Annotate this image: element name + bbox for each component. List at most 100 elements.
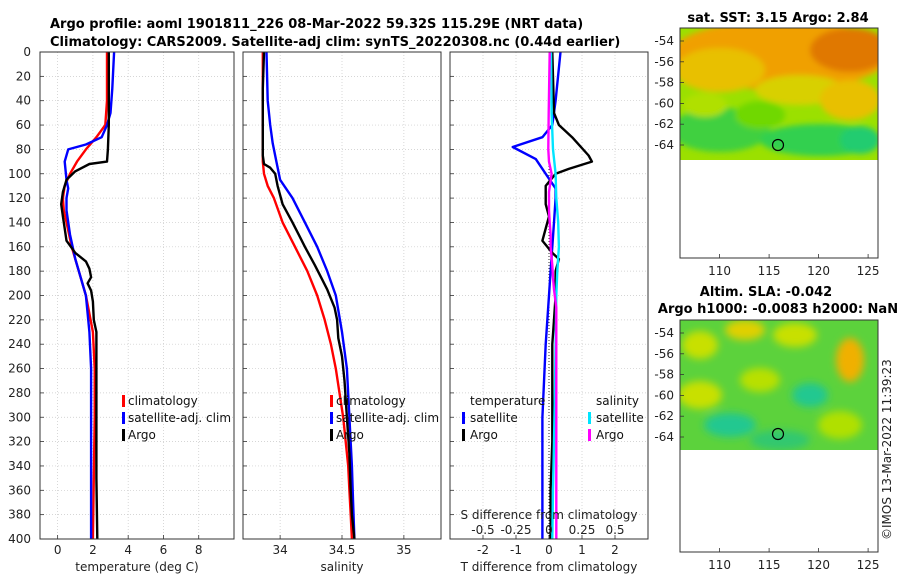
legend-sal-satellite: satellite [596,411,644,425]
map-lat-label: -62 [654,409,674,423]
sla-argo-marker [771,427,785,441]
x-tick-label: 34.5 [329,543,356,557]
map-lon-label: 120 [807,558,830,572]
legend-temp-satellite: satellite [470,411,518,425]
x-tick-label: 1 [578,543,586,557]
temperature-grid [40,51,234,540]
x-tick-label: 6 [160,543,168,557]
difference-frame [449,51,649,540]
temperature-frame [39,51,235,540]
map-lon-label: 110 [708,558,731,572]
salinity-panel: 34 34.5 35 salinity climatology satellite-… [242,51,442,574]
x-top-tick-label: -0.5 [471,523,494,537]
sst-field [680,28,878,160]
map-lon-label: 115 [758,264,781,278]
x-top-tick-label: 0.5 [605,523,624,537]
depth-tick-label: 40 [16,94,31,108]
map-lat-label: -58 [654,76,674,90]
x-tick-label: 0 [545,543,553,557]
x-tick-label: 4 [124,543,132,557]
map-lat-label: -58 [654,368,674,382]
map-lat-label: -64 [654,430,674,444]
temperature-legend: climatology satellite-adj. clim Argo [122,394,231,442]
x-tick-label: 2 [89,543,97,557]
sla-map-title-line1: Altim. SLA: -0.042 [700,285,832,300]
legend-temperature-title: temperature [470,394,545,408]
depth-tick-label: 140 [8,215,31,229]
series-line-temperature-argo [541,52,594,539]
sst-blobs [680,28,878,156]
x-top-tick-label: 0.25 [569,523,596,537]
depth-tick-label: 320 [8,435,31,449]
salinity-series [261,52,356,539]
legend-satellite-swatch [330,412,333,424]
depth-tick-label: 60 [16,118,31,132]
map-lon-label: 125 [857,264,880,278]
depth-tick-label: 0 [23,45,31,59]
figure-title-line2: Climatology: CARS2009. Satellite-adj cli… [50,35,620,50]
map-lat-label: -56 [654,347,674,361]
x-tick-label: -1 [510,543,522,557]
depth-tick-label: 100 [8,167,31,181]
depth-tick-label: 380 [8,508,31,522]
temperature-series [60,52,116,539]
watermark: ©IMOS 13-Mar-2022 11:39:23 [880,359,894,540]
series-line-salinity-argo [547,52,558,539]
depth-tick-label: 400 [8,532,31,546]
depth-tick-label: 160 [8,240,31,254]
salinity-legend: climatology satellite-adj. clim Argo [330,394,439,442]
difference-xticks: -2 -1 0 1 2 [477,543,619,557]
map-lat-label: -54 [654,326,674,340]
legend-sal-satellite-swatch [588,412,591,424]
x-tick-label: 34 [272,543,287,557]
map-lat-label: -54 [654,34,674,48]
difference-panel: -2 -1 0 1 2 -0.5 -0.25 0 0.25 0.5 S difference f… [449,51,649,574]
legend-temp-argo-swatch [462,429,465,441]
difference-xlabel: T difference from climatology [460,560,638,574]
temperature-panel: 0 2 4 6 8 temperature (deg C) climatology sa… [39,51,235,574]
salinity-grid [243,51,441,540]
series-line-climatology [261,52,354,539]
depth-tick-label: 300 [8,410,31,424]
map-lat-label: -60 [654,96,674,110]
legend-satellite: satellite-adj. clim [336,411,439,425]
depth-tick-label: 240 [8,337,31,351]
x-tick-label: -2 [477,543,489,557]
map-lat-label: -56 [654,55,674,69]
x-top-tick-label: 0 [545,523,553,537]
legend-satellite-swatch [122,412,125,424]
temperature-xlabel: temperature (deg C) [75,560,198,574]
salinity-xticks: 34 34.5 35 [272,543,411,557]
legend-climatology-swatch [122,395,125,407]
legend-argo-swatch [122,429,125,441]
depth-axis-labels: 0 20 40 60 80 100 120 140 160 180 200 220 240 260 280 3… [8,45,31,546]
difference-series [511,52,594,539]
sla-blobs [680,320,864,450]
series-line-salinity-satellite [549,52,561,539]
map-lon-label: 115 [758,558,781,572]
legend-argo-swatch [330,429,333,441]
depth-tick-label: 360 [8,483,31,497]
depth-tick-label: 260 [8,362,31,376]
difference-legend: temperature satellite Argo salinity sate… [462,394,644,442]
series-line-satellite-adj-clim [265,52,356,539]
x-tick-label: 8 [195,543,203,557]
sla-map: Altim. SLA: -0.042 Argo h1000: -0.0083 h… [654,285,898,572]
legend-salinity-title: salinity [596,394,639,408]
legend-sal-argo-swatch [588,429,591,441]
legend-argo: Argo [336,428,364,442]
sla-map-ticks: -54 -56 -58 -60 -62 -64 110 115 120 125 [654,326,879,572]
x-tick-label: 35 [396,543,411,557]
difference-top-xticks: -0.5 -0.25 0 0.25 0.5 [471,523,624,537]
map-lon-label: 125 [857,558,880,572]
legend-satellite: satellite-adj. clim [128,411,231,425]
sst-map-frame [679,27,879,259]
legend-temp-argo: Argo [470,428,498,442]
depth-tick-label: 220 [8,313,31,327]
depth-tick-label: 20 [16,69,31,83]
series-line-satellite-adj-clim [63,52,116,539]
map-lon-label: 120 [807,264,830,278]
legend-sal-argo: Argo [596,428,624,442]
depth-tick-label: 340 [8,459,31,473]
